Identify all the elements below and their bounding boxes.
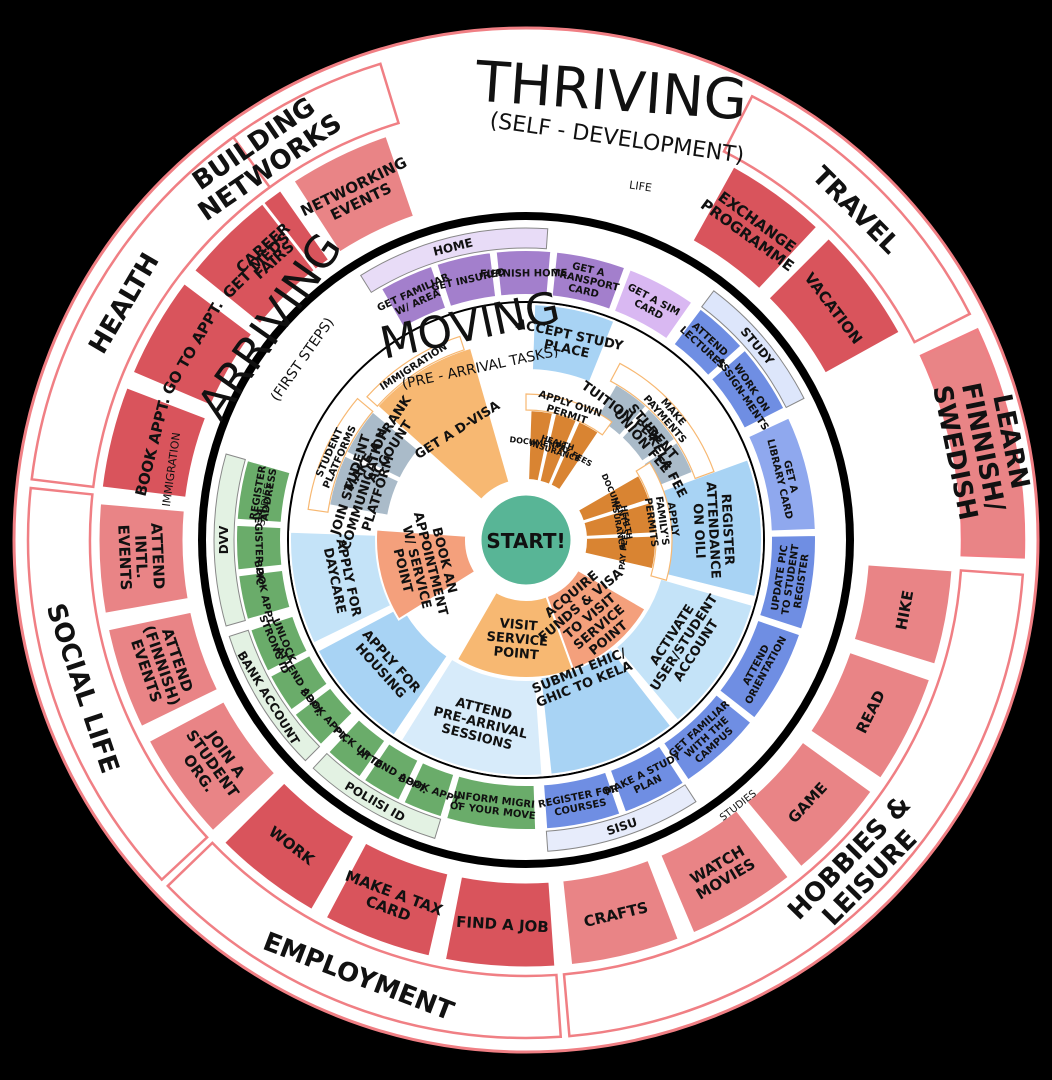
book-appointment-segment — [375, 528, 477, 621]
register-courses-segment — [542, 770, 622, 831]
library-card-segment — [746, 416, 817, 533]
accept-study-place-segment — [530, 303, 616, 384]
sim-card-segment — [612, 267, 694, 341]
crafts-segment — [560, 857, 682, 968]
go-appt-segment — [130, 280, 255, 409]
study-plan-segment — [608, 744, 686, 814]
networking-events-segment — [290, 133, 417, 256]
get-meds-segment — [191, 200, 318, 327]
start-label: START! — [486, 529, 565, 553]
visit-service-segment — [455, 590, 575, 679]
find-job-label: FIND A JOB — [456, 913, 550, 937]
attend-prearrival-segment — [399, 657, 544, 777]
activate-account-segment — [614, 577, 755, 723]
register-attendance-label: REGISTERATTENDANCEON OILI — [688, 481, 737, 580]
watch-movies-segment — [657, 807, 792, 936]
health-band — [30, 135, 272, 489]
book-appt-id-segment — [402, 760, 456, 819]
tax-card-segment — [323, 839, 451, 959]
outer-ring-outline — [12, 26, 1040, 1054]
home-band — [359, 227, 549, 294]
apply-housing-segment — [316, 604, 450, 738]
student-org-segment — [146, 698, 278, 835]
family-permits-band-label: APPLYFAMILY'SPERMITS — [642, 494, 682, 548]
finnish-events-segment — [105, 609, 221, 730]
furnish-home-segment — [494, 249, 553, 298]
book-appt-dvv-segment — [237, 568, 292, 622]
finnish-events-label: ATTEND(FINNISH)EVENTS — [124, 618, 199, 714]
attend-appt-bank-segment — [268, 653, 330, 712]
exchange-programme-segment — [689, 163, 821, 292]
familiar-campus-segment — [661, 692, 753, 782]
hike-segment — [851, 562, 955, 668]
study-band — [701, 290, 805, 409]
book-appt-segment — [99, 384, 209, 500]
get-insured-segment — [435, 251, 498, 309]
acquire-funds-segment — [545, 568, 647, 671]
student-platforms-band — [307, 397, 374, 513]
vacation-segment — [765, 235, 903, 377]
attend-appt-id-segment — [362, 741, 420, 802]
register-address-segment — [235, 458, 292, 524]
start-circle — [478, 492, 574, 588]
intl-events-segment — [96, 501, 191, 617]
employment-band — [166, 841, 563, 1040]
life-tag: LIFE — [628, 179, 652, 195]
find-job-segment — [442, 873, 558, 970]
attend-orientation-segment — [717, 618, 802, 720]
familiar-area-segment — [379, 264, 448, 330]
bank-account-band — [228, 629, 321, 762]
work-segment — [221, 779, 358, 913]
family-permits-band — [635, 461, 673, 581]
transport-card-segment — [550, 250, 627, 312]
book-appointment-label: BOOK ANAPPOINTMENTW/ SERVICEPOINT — [382, 507, 464, 624]
learn-finnish-band — [919, 327, 1026, 559]
social-life-band — [26, 486, 209, 882]
attend-lectures-segment — [672, 306, 743, 378]
hobbies-band — [562, 569, 1025, 1038]
make-payments-band — [609, 362, 715, 480]
furnish-home-label: FURNISH HOME — [480, 268, 568, 280]
sisu-band — [545, 784, 697, 852]
game-segment — [743, 738, 875, 870]
book-appt-bank-segment — [292, 686, 355, 747]
fam-fees-label: PAY FEES — [617, 528, 630, 570]
work-assignments-segment — [709, 348, 786, 431]
own-permit-band — [525, 393, 613, 436]
visit-service-label: VISITSERVICEPOINT — [485, 615, 550, 664]
learn-finnish-category: LEARNFINNISH/SWEDISH — [926, 371, 1039, 523]
immigration-moving-band — [366, 335, 465, 408]
update-pic-segment — [757, 533, 817, 631]
inform-migri-segment — [444, 774, 538, 831]
dvv-band — [213, 453, 246, 627]
register-pic-segment — [235, 523, 284, 572]
dvv-band-label: DVV — [217, 525, 231, 554]
travel-band — [722, 94, 972, 344]
unlock-id-segment — [248, 614, 310, 674]
pick-up-id-segment — [326, 717, 387, 779]
polisi-id-band — [312, 752, 442, 839]
intl-events-label: ATTENDINTL.EVENTS — [114, 522, 168, 591]
read-segment — [807, 649, 933, 782]
register-pic-label: REGISTER PIC — [252, 508, 265, 585]
